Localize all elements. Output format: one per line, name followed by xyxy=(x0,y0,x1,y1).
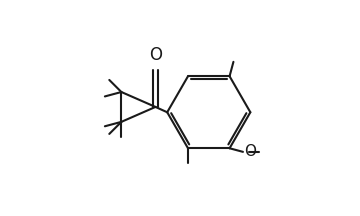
Text: O: O xyxy=(244,144,256,159)
Text: O: O xyxy=(149,46,162,64)
